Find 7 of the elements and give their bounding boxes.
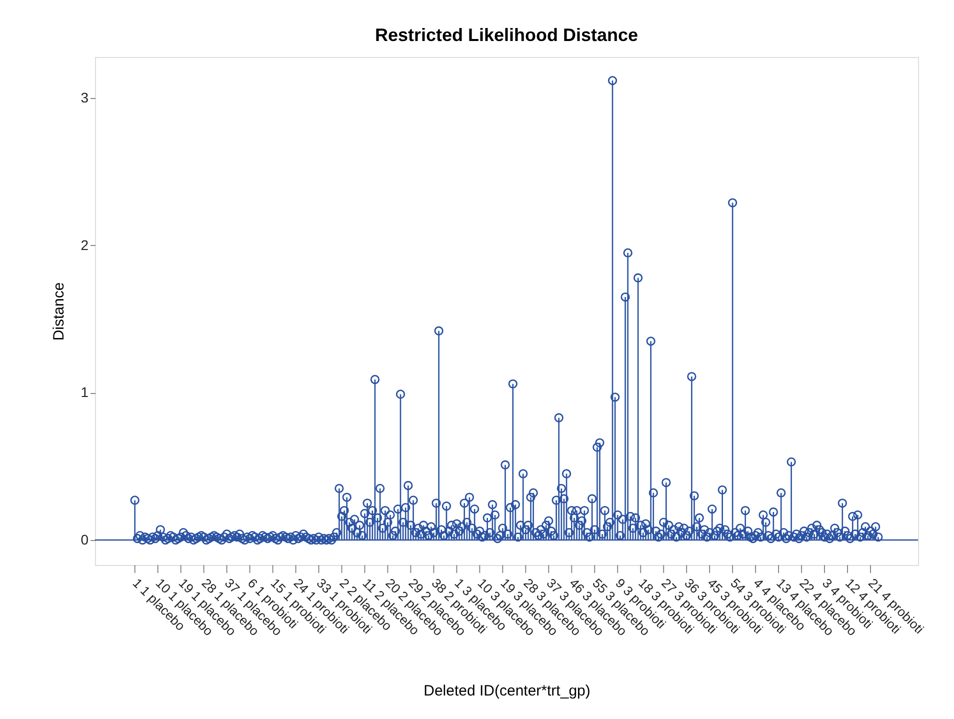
y-tick-label: 3 (80, 90, 89, 106)
y-tick-label: 0 (80, 531, 89, 548)
y-tick-label: 1 (80, 384, 89, 400)
x-axis-title: Deleted ID(center*trt_gp) (424, 682, 590, 700)
chart-title: Restricted Likelihood Distance (374, 25, 638, 45)
y-tick-label: 2 (80, 236, 89, 253)
y-axis-title: Distance (50, 282, 68, 341)
